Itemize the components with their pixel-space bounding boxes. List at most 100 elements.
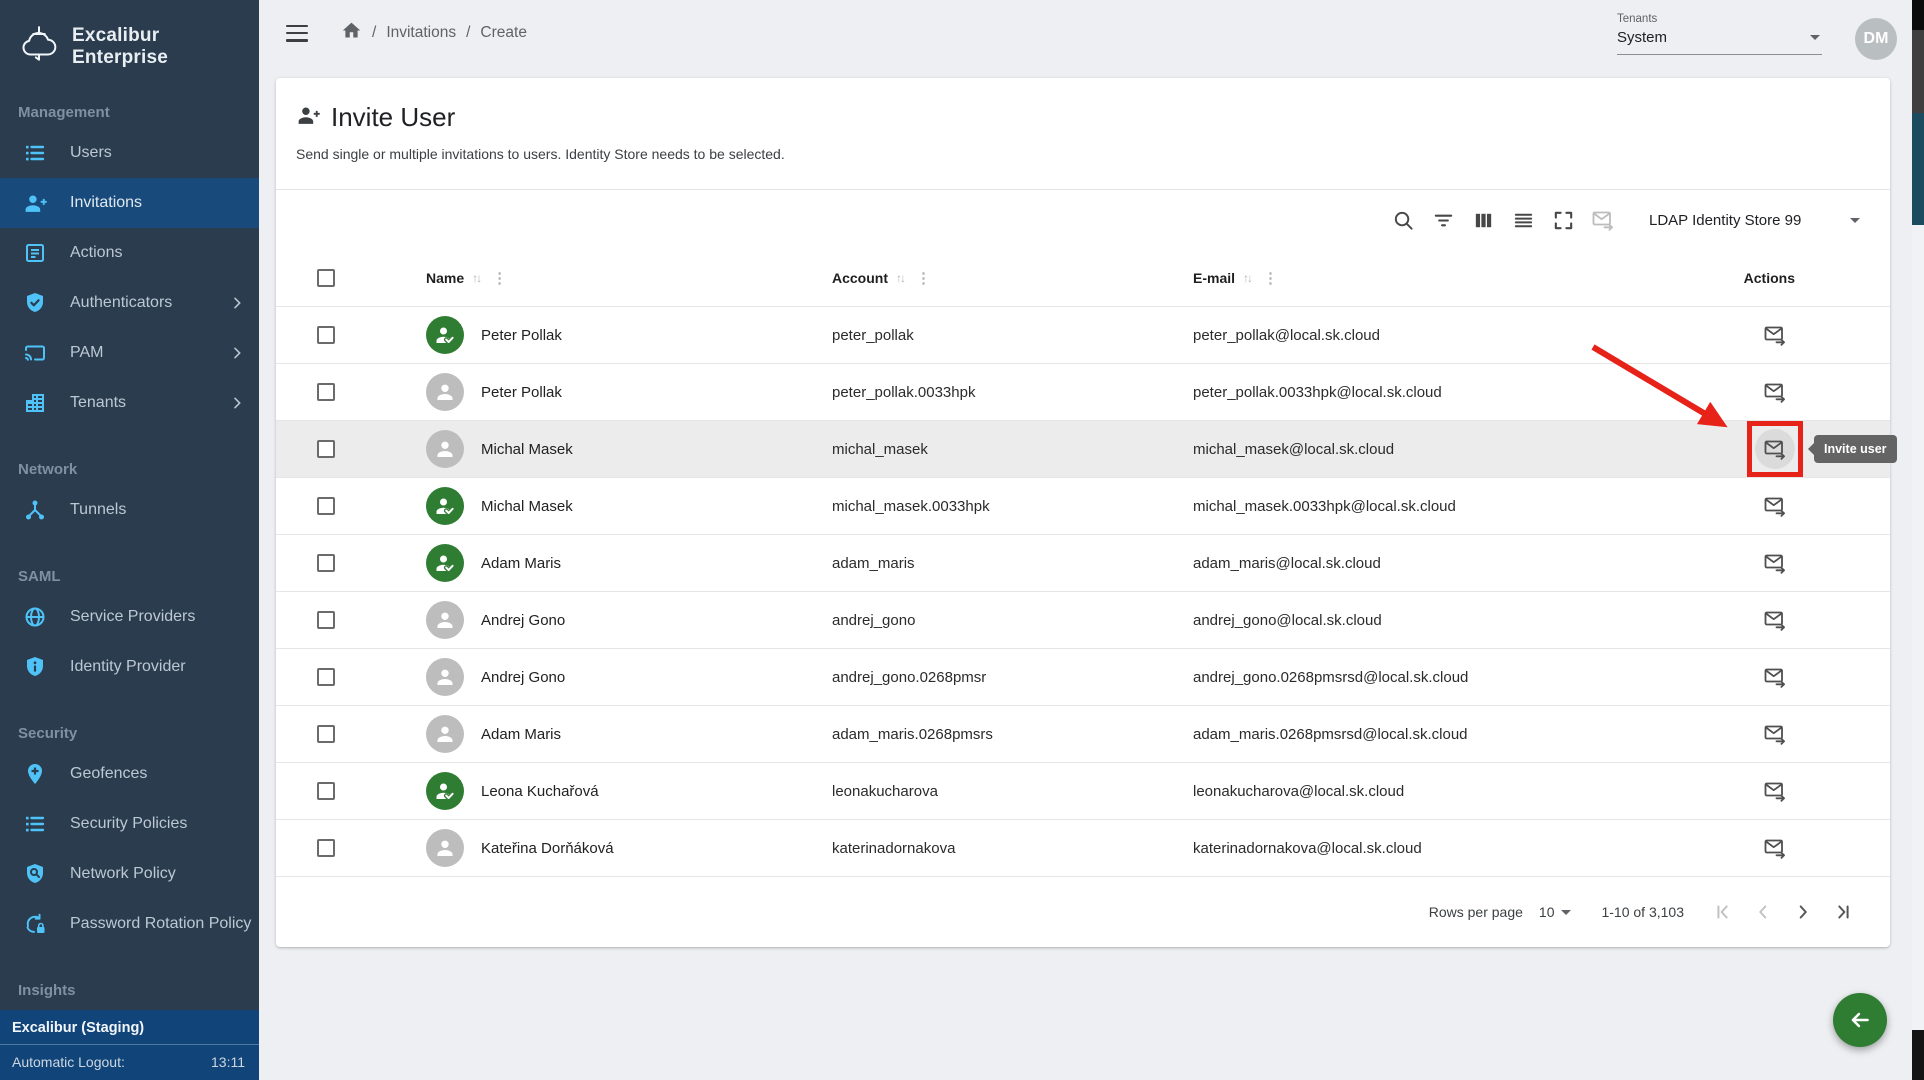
- row-checkbox[interactable]: [317, 554, 335, 572]
- invite-user-button[interactable]: [1755, 771, 1795, 811]
- sort-icon[interactable]: ↑↓: [1243, 271, 1253, 285]
- user-account: peter_pollak: [832, 326, 914, 344]
- pagination: Rows per page 10 1-10 of 3,103: [276, 877, 1890, 947]
- person-add-icon: [22, 190, 48, 216]
- chevron-right-icon: [229, 345, 245, 361]
- column-menu-icon[interactable]: ⋮: [916, 270, 931, 287]
- next-page-icon[interactable]: [1786, 895, 1820, 929]
- invite-user-button[interactable]: [1755, 828, 1795, 868]
- sidebar-item-authenticators[interactable]: Authenticators: [0, 278, 259, 328]
- column-email[interactable]: E-mail: [1193, 270, 1236, 286]
- user-avatar: [426, 658, 464, 696]
- sidebar-item-tunnels[interactable]: Tunnels: [0, 485, 259, 535]
- user-account: adam_maris.0268pmsrs: [832, 725, 993, 743]
- sidebar-item-identity-provider[interactable]: Identity Provider: [0, 642, 259, 692]
- column-name[interactable]: Name: [426, 270, 465, 286]
- invite-user-button[interactable]: [1755, 429, 1795, 469]
- list-icon: [22, 140, 48, 166]
- environment-name: Excalibur (Staging): [0, 1017, 259, 1045]
- breadcrumb-create[interactable]: Create: [480, 24, 527, 41]
- invite-user-button[interactable]: [1755, 657, 1795, 697]
- topbar: / Invitations / Create Tenants System DM: [259, 0, 1924, 66]
- sidebar-item-network-policy[interactable]: Network Policy: [0, 849, 259, 899]
- user-verified-avatar: [426, 316, 464, 354]
- breadcrumb-separator: /: [372, 24, 377, 41]
- row-checkbox[interactable]: [317, 611, 335, 629]
- fullscreen-icon[interactable]: [1543, 200, 1583, 240]
- menu-toggle-icon[interactable]: [286, 24, 308, 42]
- table-row-highlighted[interactable]: Michal Masek michal_masek michal_masek@l…: [276, 421, 1897, 478]
- table-row[interactable]: Andrej Gono andrej_gono.0268pmsr andrej_…: [276, 649, 1890, 706]
- sidebar-item-label: Tunnels: [70, 501, 127, 518]
- invite-selected-icon[interactable]: [1583, 200, 1623, 240]
- table-row[interactable]: Adam Maris adam_maris.0268pmsrs adam_mar…: [276, 706, 1890, 763]
- user-email: peter_pollak.0033hpk@local.sk.cloud: [1193, 383, 1442, 401]
- user-account: andrej_gono.0268pmsr: [832, 668, 987, 686]
- row-checkbox[interactable]: [317, 725, 335, 743]
- section-management: Management: [18, 104, 110, 121]
- sidebar-item-invitations[interactable]: Invitations: [0, 178, 259, 228]
- sidebar-item-geofences[interactable]: Geofences: [0, 749, 259, 799]
- user-avatar-menu[interactable]: DM: [1855, 17, 1897, 60]
- first-page-icon[interactable]: [1706, 895, 1740, 929]
- row-checkbox[interactable]: [317, 497, 335, 515]
- select-all-checkbox[interactable]: [317, 269, 335, 287]
- sidebar-item-label: Geofences: [70, 765, 148, 782]
- table-row[interactable]: Peter Pollak peter_pollak peter_pollak@l…: [276, 307, 1890, 364]
- page-title: Invite User: [331, 102, 456, 132]
- user-avatar: [426, 601, 464, 639]
- table-row[interactable]: Peter Pollak peter_pollak.0033hpk peter_…: [276, 364, 1890, 421]
- table-row[interactable]: Andrej Gono andrej_gono andrej_gono@loca…: [276, 592, 1890, 649]
- user-email: adam_maris.0268pmsrsd@local.sk.cloud: [1193, 725, 1468, 743]
- rows-per-page-select[interactable]: 10: [1539, 904, 1572, 920]
- row-checkbox[interactable]: [317, 326, 335, 344]
- user-name: Adam Maris: [481, 725, 562, 743]
- user-account: adam_maris: [832, 554, 915, 572]
- density-icon[interactable]: [1503, 200, 1543, 240]
- filter-icon[interactable]: [1423, 200, 1463, 240]
- section-insights: Insights: [18, 982, 76, 999]
- column-menu-icon[interactable]: ⋮: [1263, 270, 1279, 287]
- sort-icon[interactable]: ↑↓: [472, 271, 482, 285]
- sort-icon[interactable]: ↑↓: [896, 271, 906, 285]
- sidebar-item-pam[interactable]: PAM: [0, 328, 259, 378]
- row-checkbox[interactable]: [317, 383, 335, 401]
- identity-store-select[interactable]: LDAP Identity Store 99: [1623, 212, 1860, 229]
- scrollbar[interactable]: [1912, 0, 1924, 1080]
- invite-user-button[interactable]: [1755, 315, 1795, 355]
- table-row[interactable]: Adam Maris adam_maris adam_maris@local.s…: [276, 535, 1890, 592]
- last-page-icon[interactable]: [1826, 895, 1860, 929]
- back-button[interactable]: [1833, 993, 1887, 1047]
- sidebar-item-tenants[interactable]: Tenants: [0, 378, 259, 428]
- sidebar-item-actions[interactable]: Actions: [0, 228, 259, 278]
- building-icon: [22, 390, 48, 416]
- column-account[interactable]: Account: [832, 270, 888, 286]
- main-area: / Invitations / Create Tenants System DM…: [259, 0, 1924, 1080]
- row-checkbox[interactable]: [317, 782, 335, 800]
- invite-user-button[interactable]: [1755, 372, 1795, 412]
- column-menu-icon[interactable]: ⋮: [492, 270, 508, 287]
- sidebar-item-users[interactable]: Users: [0, 128, 259, 178]
- sidebar-item-label: Tenants: [70, 394, 127, 411]
- home-icon[interactable]: [341, 20, 362, 46]
- row-checkbox[interactable]: [317, 668, 335, 686]
- breadcrumb-invitations[interactable]: Invitations: [386, 24, 457, 41]
- invite-user-button[interactable]: [1755, 543, 1795, 583]
- sidebar-item-security-policies[interactable]: Security Policies: [0, 799, 259, 849]
- sidebar-item-label: Security Policies: [70, 815, 188, 832]
- sidebar-item-password-rotation-policy[interactable]: Password Rotation Policy: [0, 899, 259, 949]
- section-security: Security: [18, 725, 78, 742]
- search-icon[interactable]: [1383, 200, 1423, 240]
- invite-user-button[interactable]: [1755, 600, 1795, 640]
- row-checkbox[interactable]: [317, 440, 335, 458]
- invite-user-button[interactable]: [1755, 714, 1795, 754]
- tenants-select[interactable]: Tenants System: [1617, 13, 1822, 55]
- row-checkbox[interactable]: [317, 839, 335, 857]
- table-row[interactable]: Michal Masek michal_masek.0033hpk michal…: [276, 478, 1890, 535]
- table-row[interactable]: Leona Kuchařová leonakucharova leonakuch…: [276, 763, 1890, 820]
- columns-icon[interactable]: [1463, 200, 1503, 240]
- table-row[interactable]: Kateřina Dorňáková katerinadornakova kat…: [276, 820, 1890, 877]
- previous-page-icon[interactable]: [1746, 895, 1780, 929]
- sidebar-item-service-providers[interactable]: Service Providers: [0, 592, 259, 642]
- invite-user-button[interactable]: [1755, 486, 1795, 526]
